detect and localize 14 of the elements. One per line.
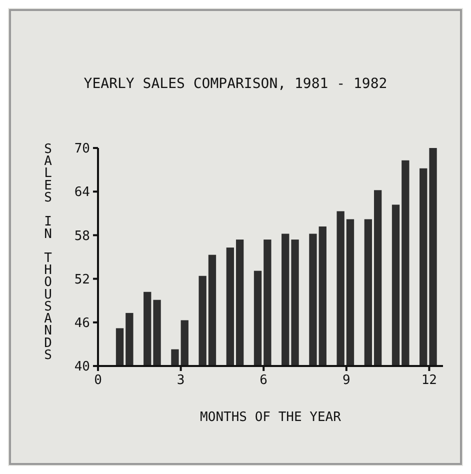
text: SALES IN THOUSANDS xyxy=(44,142,52,363)
y-tick-label: 40 xyxy=(74,360,90,375)
x-tick-label: 12 xyxy=(421,373,438,388)
x-tick-label: 0 xyxy=(94,373,102,388)
x-tick-label: 3 xyxy=(176,373,185,388)
x-axis-title: MONTHS OF THE YEAR xyxy=(200,410,342,425)
y-tick-label: 46 xyxy=(74,316,90,331)
y-tick-label: 58 xyxy=(74,228,90,244)
x-tick-label: 6 xyxy=(260,373,268,388)
y-tick-label: 52 xyxy=(74,272,90,288)
y-tick-label: 64 xyxy=(74,185,90,200)
y-tick-label: 70 xyxy=(74,142,90,157)
x-tick-label: 9 xyxy=(342,373,350,388)
chart-title: YEARLY SALES COMPARISON, 1981 - 1982 xyxy=(84,76,388,92)
